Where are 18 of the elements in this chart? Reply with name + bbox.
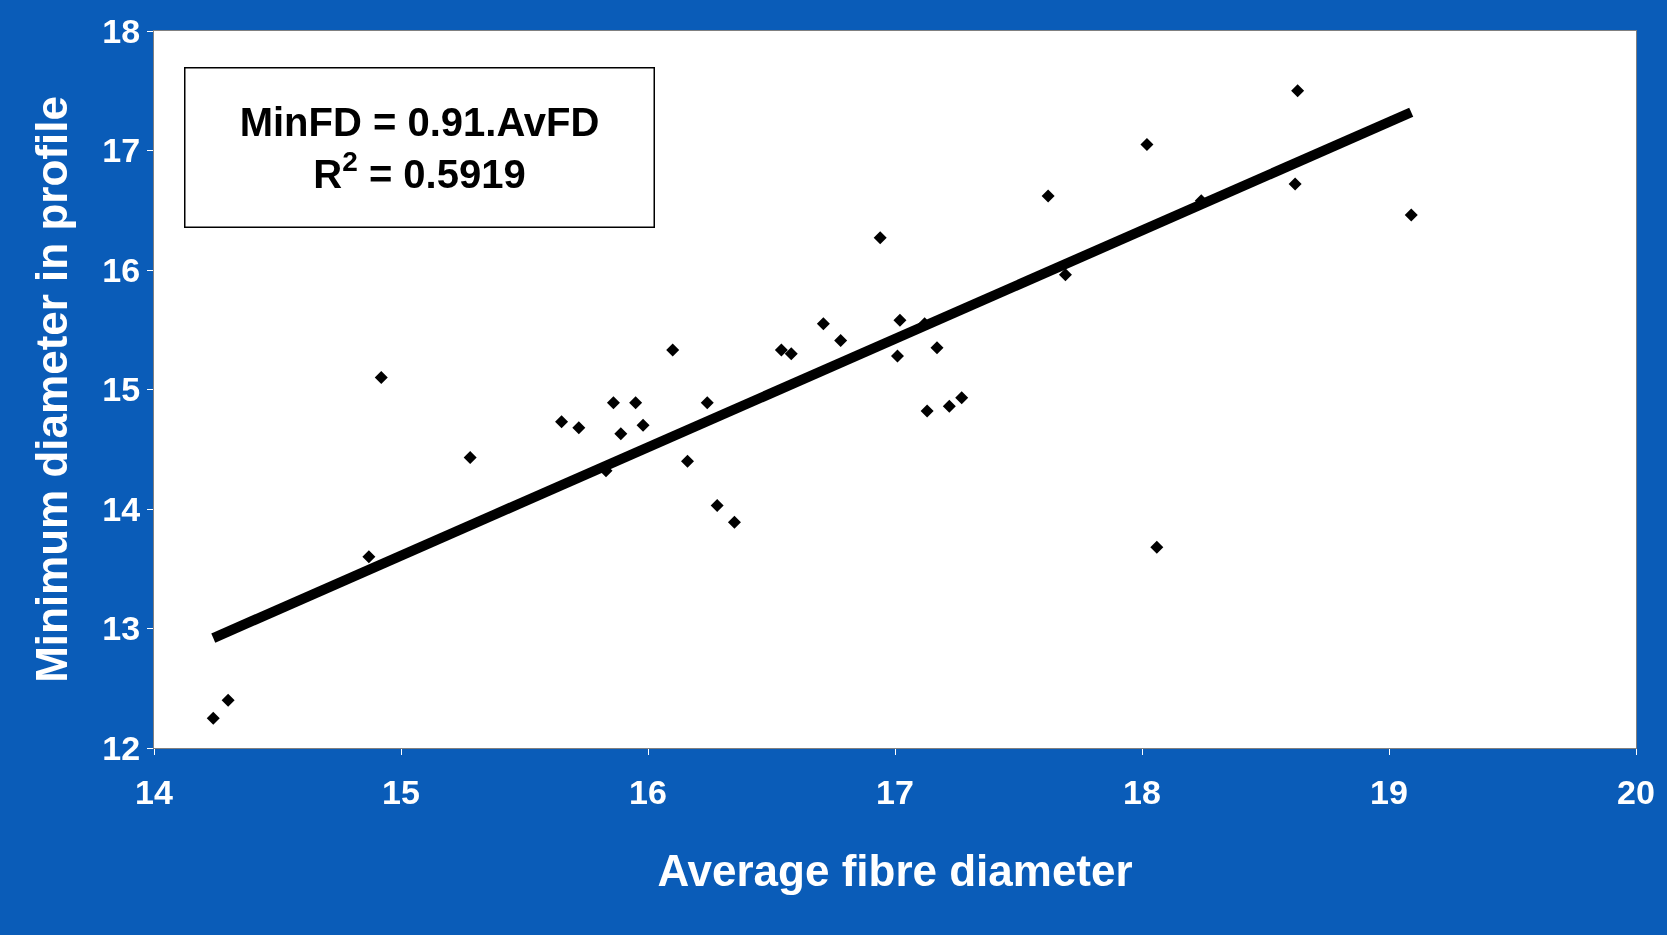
x-tick-label: 20 xyxy=(1617,772,1655,811)
y-tick-label: 14 xyxy=(102,489,141,528)
y-tick-label: 15 xyxy=(102,370,141,409)
x-tick-label: 19 xyxy=(1370,772,1408,811)
y-tick-label: 13 xyxy=(102,609,141,648)
x-tick-label: 14 xyxy=(135,772,173,811)
annotation: R$^{2}$ = 0.5919 xyxy=(313,145,526,196)
x-tick-label: 18 xyxy=(1123,772,1161,811)
x-tick-label: 15 xyxy=(382,772,420,811)
annotation: MinFD = 0.91.AvFD xyxy=(239,99,600,144)
x-tick-label: 17 xyxy=(876,772,914,811)
y-tick-label: 16 xyxy=(102,250,141,289)
y-tick-label: 12 xyxy=(102,728,141,767)
y-axis-title: Minimum diameter in profile xyxy=(27,96,77,683)
x-tick-label: 16 xyxy=(629,772,667,811)
x-axis-title: Average fibre diameter xyxy=(657,846,1133,896)
y-tick-label: 17 xyxy=(102,131,141,170)
y-tick-label: 18 xyxy=(102,11,141,50)
